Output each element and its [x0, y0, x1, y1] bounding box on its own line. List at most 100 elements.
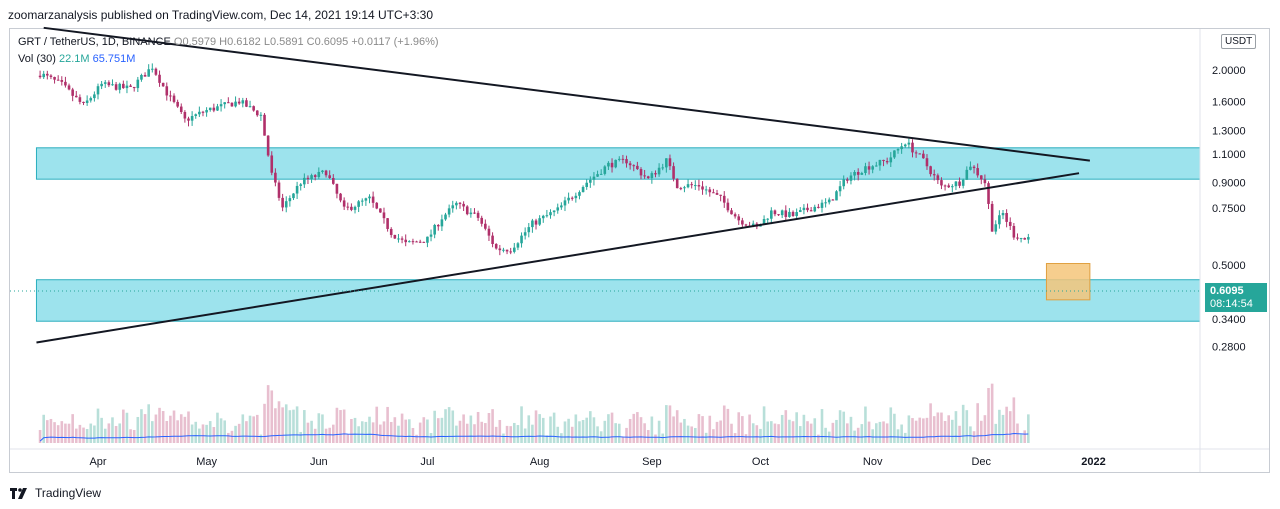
- candle-body: [694, 185, 697, 187]
- volume-bar: [860, 424, 864, 443]
- volume-bar: [762, 406, 766, 443]
- volume-bar: [737, 412, 741, 443]
- volume-bar: [791, 421, 795, 443]
- volume-bar: [179, 414, 183, 443]
- time-tick-label: Dec: [971, 456, 991, 468]
- volume-bar: [147, 404, 150, 443]
- candle-body: [422, 241, 426, 243]
- volume-bar: [570, 426, 574, 443]
- candle-body: [455, 202, 458, 206]
- volume-bar: [259, 434, 263, 443]
- volume-bar: [831, 422, 835, 443]
- volume-bar: [665, 405, 668, 443]
- volume-bar: [183, 416, 187, 443]
- volume-bar: [1027, 414, 1030, 443]
- volume-bar: [824, 427, 827, 443]
- volume-bar: [603, 420, 607, 443]
- candle-body: [954, 181, 958, 187]
- candle-body: [53, 76, 56, 80]
- volume-bar: [871, 429, 874, 443]
- volume-bar: [965, 410, 969, 443]
- candle-body: [281, 197, 284, 208]
- candle-body: [332, 178, 335, 184]
- volume-bar: [313, 428, 317, 443]
- currency-button[interactable]: USDT: [1221, 34, 1257, 49]
- volume-bar: [274, 408, 277, 443]
- volume-bar: [404, 419, 407, 443]
- volume-bar: [625, 427, 628, 443]
- candle-body: [585, 182, 588, 188]
- candle-body: [592, 176, 596, 180]
- volume-bar: [987, 387, 990, 443]
- volume-bar: [64, 423, 67, 443]
- candle-body: [668, 158, 672, 167]
- candle-body: [737, 216, 741, 221]
- volume-bar: [201, 424, 205, 443]
- volume-bar: [523, 428, 527, 443]
- volume-bar: [103, 428, 107, 443]
- candle-body: [610, 162, 614, 168]
- candle-body: [426, 236, 429, 243]
- volume-bar: [350, 419, 353, 443]
- volume-bar: [332, 424, 335, 443]
- time-tick-label: Jul: [420, 456, 434, 468]
- volume-bar: [657, 420, 661, 443]
- candle-body: [371, 196, 375, 203]
- volume-bar: [1005, 406, 1008, 443]
- volume-bar: [940, 412, 943, 443]
- candle-body: [733, 214, 737, 217]
- volume-bar: [389, 421, 393, 443]
- candle-body: [650, 173, 654, 179]
- candle-body: [183, 111, 187, 119]
- candle-body: [342, 200, 346, 207]
- candle-body: [71, 89, 74, 96]
- candle-body: [415, 241, 418, 243]
- price-tick-label: 1.3000: [1212, 126, 1246, 138]
- candle-body: [817, 206, 820, 208]
- volume-bar: [744, 434, 748, 443]
- volume-bar: [567, 418, 570, 443]
- last-price-value: 0.6095: [1210, 285, 1244, 297]
- volume-bar: [770, 421, 773, 443]
- candle-body: [306, 177, 310, 180]
- candle-body: [140, 74, 143, 80]
- candle-body: [1023, 238, 1027, 240]
- candle-body: [563, 200, 567, 206]
- volume-bar: [223, 420, 226, 443]
- zones-layer: [35, 147, 1201, 322]
- volume-bar: [900, 424, 903, 443]
- volume-bar: [694, 427, 697, 443]
- volume-bar: [270, 390, 274, 443]
- candle-body: [234, 101, 237, 107]
- volume-bar: [306, 422, 310, 443]
- candle-body: [777, 214, 780, 216]
- volume-bar: [382, 421, 386, 443]
- volume-bar: [730, 423, 733, 443]
- candle-body: [49, 75, 53, 77]
- candle-body: [324, 170, 328, 176]
- volume-bar: [426, 419, 429, 443]
- tradingview-brand[interactable]: TradingView: [10, 486, 101, 500]
- candle-body: [335, 183, 339, 194]
- candle-body: [831, 199, 835, 201]
- volume-bar: [846, 423, 849, 443]
- candle-body: [961, 179, 965, 186]
- volume-bar: [896, 429, 900, 443]
- candle-body: [893, 150, 896, 158]
- trendline-upper: [43, 26, 1091, 162]
- candle-body: [979, 175, 983, 180]
- volume-bar: [56, 425, 60, 443]
- candle-body: [607, 162, 610, 167]
- volume-bar: [266, 385, 270, 443]
- candle-body: [549, 212, 552, 216]
- candle-body: [820, 202, 824, 208]
- volume-bar: [563, 421, 567, 443]
- volume-bar: [704, 432, 708, 443]
- volume-ma-value: 65.751M: [92, 53, 136, 65]
- volume-bar: [998, 409, 1001, 443]
- volume-bar: [205, 424, 208, 443]
- candle-body: [523, 232, 527, 236]
- volume-bar: [675, 410, 679, 443]
- candle-body: [353, 206, 357, 210]
